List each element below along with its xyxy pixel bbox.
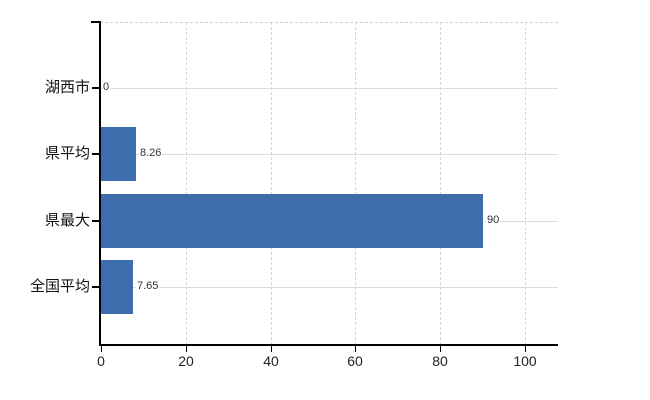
bar-value-label: 8.26 [139, 147, 163, 160]
x-tick-label: 0 [97, 353, 105, 369]
x-axis-line [99, 344, 558, 346]
category-label: 湖西市 [44, 79, 90, 96]
y-axis-tick [92, 87, 100, 89]
x-tick-label: 20 [178, 353, 194, 369]
bar [101, 194, 483, 248]
bar-value-label: 0 [102, 81, 111, 94]
category-label: 県最大 [44, 212, 90, 229]
x-axis-tick [525, 346, 526, 352]
y-axis-line [99, 21, 101, 346]
y-axis-tick [92, 286, 100, 288]
bar [101, 127, 136, 181]
x-axis-tick [271, 346, 272, 352]
x-tick-label: 100 [513, 353, 537, 369]
y-axis-top-tick [91, 21, 99, 23]
gridline-vertical [355, 22, 357, 345]
gridline-vertical [440, 22, 442, 345]
y-axis-tick [92, 220, 100, 222]
gridline-vertical [270, 22, 272, 345]
x-axis-tick [186, 346, 187, 352]
y-axis-tick [92, 153, 100, 155]
gridline-vertical [525, 22, 526, 345]
bar-value-label: 90 [486, 214, 501, 227]
x-axis-tick [355, 346, 356, 352]
gridline-horizontal [101, 88, 558, 89]
category-label: 全国平均 [29, 278, 90, 295]
x-axis-tick [440, 346, 441, 352]
gridline-vertical [185, 22, 187, 345]
x-tick-label: 60 [347, 353, 363, 369]
x-tick-label: 80 [432, 353, 448, 369]
bar-value-label: 7.65 [136, 280, 160, 293]
x-tick-label: 40 [263, 353, 279, 369]
x-axis-tick [101, 346, 102, 352]
bar [101, 260, 133, 314]
category-label: 県平均 [44, 145, 90, 162]
gridline-horizontal [101, 154, 558, 155]
gridline-horizontal [101, 287, 558, 288]
plot-top-border [100, 22, 558, 23]
